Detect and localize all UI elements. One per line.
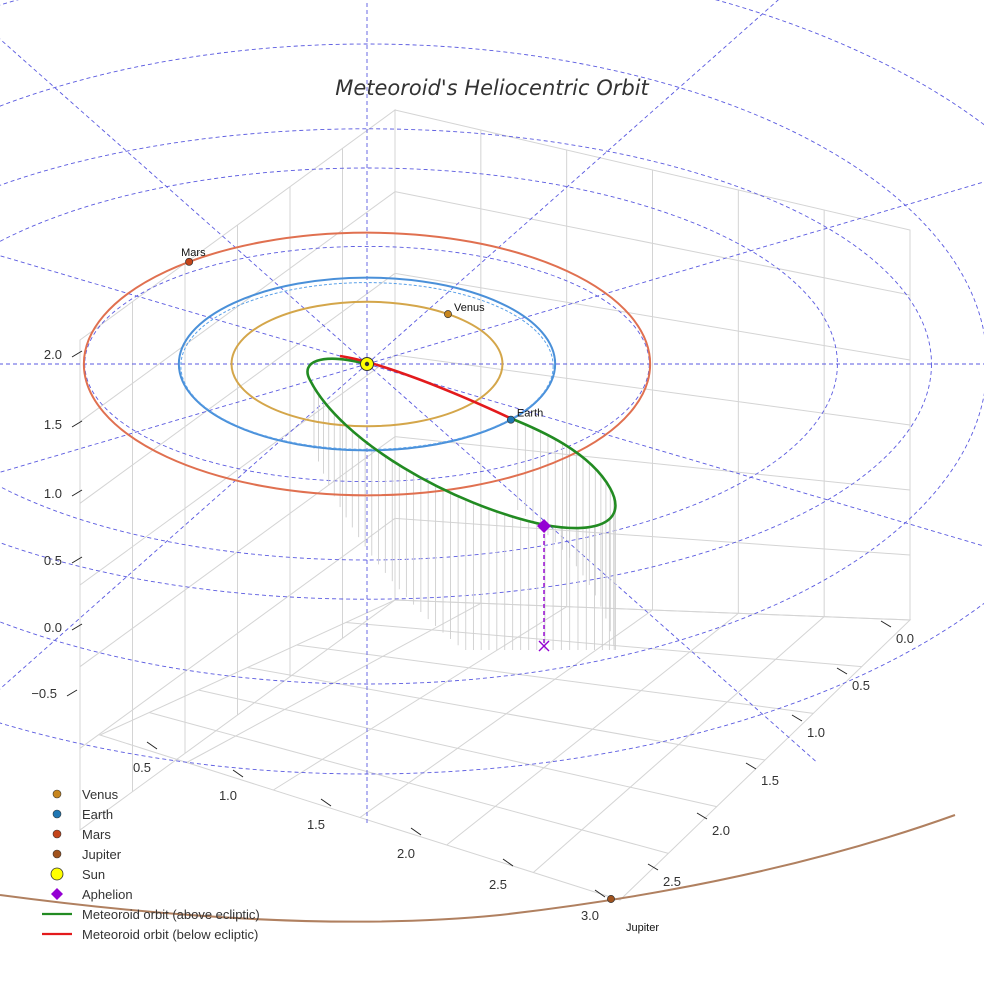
legend-label: Meteoroid orbit (above ecliptic) (82, 907, 260, 922)
x-tick-label: 0.5 (133, 760, 151, 775)
meteoroid-orbit (306, 354, 617, 530)
mars-label: Mars (181, 247, 206, 259)
z-tick-label: 0.5 (44, 553, 62, 568)
earth-marker (506, 415, 515, 424)
aphelion-marker (537, 519, 551, 533)
legend-swatch-earth (52, 809, 62, 819)
mars-orbit (82, 231, 652, 497)
ecliptic-ring (0, 128, 932, 600)
y-tick-label: 2.5 (663, 874, 681, 889)
venus-marker (444, 310, 452, 319)
x-tick-label: 1.5 (307, 817, 325, 832)
venus-orbit (230, 300, 504, 428)
z-tick-label: 1.0 (44, 486, 62, 501)
legend-swatch-mars (52, 829, 62, 839)
aphelion-projection-marker (538, 640, 550, 652)
pane-grid-line (446, 612, 739, 846)
legend-swatch-venus (52, 789, 62, 799)
venus-label: Venus (454, 302, 485, 314)
chart-title: Meteoroid's Heliocentric Orbit (335, 76, 649, 100)
x-tick-mark (410, 827, 422, 836)
pane-grid-line (533, 616, 825, 873)
z-tick-label: 2.0 (44, 347, 62, 362)
z-tick-label: 0.0 (44, 620, 62, 635)
ecliptic-radial (366, 363, 818, 763)
x-tick-mark (502, 858, 514, 867)
y-tick-label: 0.5 (852, 678, 870, 693)
y-tick-mark (647, 863, 659, 871)
y-tick-mark (745, 762, 757, 770)
legend: Venus Earth Mars Jupiter Sun Aphelion Meteoroi… (42, 787, 260, 942)
meteoroid-orbit-below (339, 354, 511, 420)
legend-label: Meteoroid orbit (below ecliptic) (82, 927, 258, 942)
ecliptic-reference-grid (0, 0, 984, 824)
ecliptic-radial (0, 363, 368, 473)
pane-grid-line (296, 644, 814, 714)
legend-label: Jupiter (82, 847, 122, 862)
z-tick-label: 1.5 (44, 417, 62, 432)
legend-label: Venus (82, 787, 119, 802)
y-tick-label: 1.0 (807, 725, 825, 740)
ecliptic-radial (366, 363, 984, 547)
ecliptic-radial (0, 363, 368, 690)
ecliptic-ring (0, 43, 984, 685)
body-markers: Venus Earth Mars Jupiter (181, 247, 659, 934)
z-tick-label: −0.5 (31, 686, 57, 701)
legend-label: Sun (82, 867, 105, 882)
x-tick-label: 2.0 (397, 846, 415, 861)
legend-label: Aphelion (82, 887, 133, 902)
jupiter-marker (607, 895, 615, 903)
z-tick-mark (71, 350, 83, 358)
legend-swatch-jupiter (52, 849, 62, 859)
x-tick-label: 3.0 (581, 908, 599, 923)
axis-ticks: 2.0 1.5 1.0 0.5 0.0 −0.5 0.5 1.0 1.5 2.0 2.5 3.0 0.0… (31, 347, 914, 923)
meteoroid-orbit-above (306, 357, 617, 530)
legend-swatch-sun (50, 867, 64, 881)
pane-grid-lines (79, 130, 911, 873)
pane-grid-line (359, 609, 653, 818)
jupiter-label: Jupiter (626, 922, 659, 934)
z-tick-mark (71, 420, 83, 428)
pane-grid-line (79, 517, 396, 749)
mars-marker (185, 257, 194, 266)
ecliptic-radial (366, 181, 984, 365)
y-tick-mark (696, 812, 708, 820)
orbit-drop-lines (313, 387, 616, 650)
z-tick-mark (66, 689, 78, 697)
sun-center (364, 361, 370, 367)
z-tick-mark (71, 556, 83, 564)
legend-label: Earth (82, 807, 113, 822)
x-tick-label: 1.0 (219, 788, 237, 803)
x-tick-label: 2.5 (489, 877, 507, 892)
earth-label: Earth (517, 408, 543, 420)
y-tick-label: 0.0 (896, 631, 914, 646)
earth-orbit-trace (180, 282, 554, 450)
y-tick-label: 2.0 (712, 823, 730, 838)
x-tick-mark (320, 798, 332, 807)
legend-swatch-aphelion (51, 888, 63, 900)
y-tick-mark (836, 667, 848, 675)
jupiter-orbit (0, 814, 956, 923)
x-tick-mark (146, 741, 158, 750)
x-tick-mark (594, 889, 606, 898)
y-tick-mark (880, 620, 892, 628)
z-tick-mark (71, 489, 83, 497)
ecliptic-radial (366, 0, 779, 365)
x-tick-mark (232, 769, 244, 778)
y-tick-label: 1.5 (761, 773, 779, 788)
y-tick-mark (791, 714, 803, 722)
earth-orbit (177, 276, 557, 452)
ecliptic-radial (0, 38, 368, 365)
z-tick-mark (71, 623, 83, 631)
legend-label: Mars (82, 827, 111, 842)
axis-pane-grid (79, 109, 912, 901)
ecliptic-radial (0, 255, 368, 365)
planet-orbits (0, 231, 956, 923)
